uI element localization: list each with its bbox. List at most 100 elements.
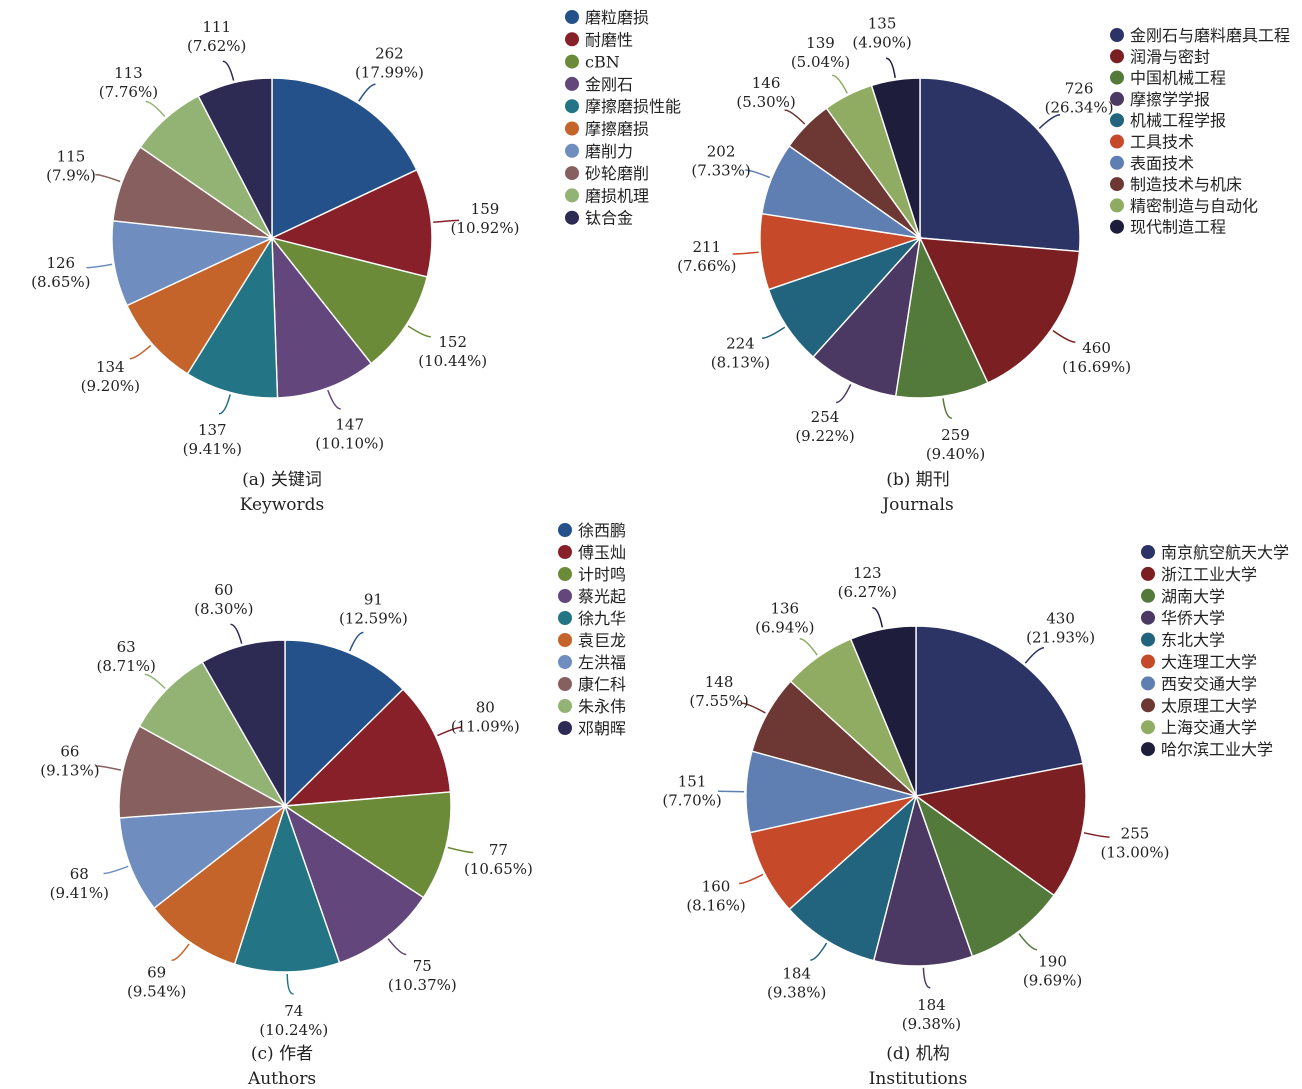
data-label-percent: (17.99%): [355, 63, 424, 81]
legend-entry: 精密制造与自动化: [1130, 196, 1258, 215]
chart-caption-en: Authors: [247, 1069, 316, 1089]
leader-line-8: [741, 702, 766, 714]
leader-line-1: [358, 83, 376, 102]
data-label-value: 63: [117, 638, 136, 656]
data-label-percent: (7.9%): [46, 167, 96, 185]
data-label-percent: (13.00%): [1101, 844, 1170, 862]
data-label-value: 254: [811, 408, 840, 426]
data-label-percent: (11.09%): [451, 717, 520, 735]
legend-entry: 耐磨性: [585, 30, 633, 49]
data-label-value: 74: [284, 1002, 303, 1020]
leader-line-2: [433, 219, 460, 224]
data-label-percent: (9.41%): [50, 884, 109, 902]
leader-line-6: [739, 873, 764, 885]
chart-institutions: 430(21.93%)255(13.00%)190(9.69%)184(9.38…: [662, 543, 1289, 1089]
legend-marker: [558, 655, 572, 669]
leader-line-1: [1038, 114, 1061, 129]
data-label-percent: (10.92%): [451, 219, 520, 237]
data-label-value: 113: [114, 64, 143, 82]
leader-line-6: [171, 943, 190, 962]
pie-slice-4: [283, 804, 425, 964]
legend-entry: 南京航空航天大学: [1161, 543, 1289, 562]
chart-journals: 726(26.34%) 460(16.69%) 259(9.40%) 254(9.22…: [677, 15, 1290, 516]
data-label-value: 146: [752, 74, 781, 92]
leader-line-9: [832, 74, 848, 94]
chart-caption-en: Institutions: [869, 1069, 968, 1089]
leader-line-10: [230, 623, 243, 644]
data-label-percent: (7.66%): [677, 257, 736, 275]
chart-caption: (d) 机构: [886, 1044, 950, 1064]
legend-entry: 金刚石与磨料磨具工程: [1130, 26, 1290, 45]
data-label-percent: (8.71%): [97, 657, 156, 675]
pie-slice-6: [126, 236, 274, 375]
legend-marker: [1141, 545, 1155, 559]
legend-entry: 邓朝晖: [578, 719, 626, 738]
pie-slice-3: [270, 236, 429, 365]
leader-line-8: [95, 765, 122, 771]
legend-entry: 磨削力: [585, 142, 633, 161]
data-label-value: 262: [375, 44, 404, 62]
data-label-value: 152: [438, 333, 467, 351]
legend-entry: 钛合金: [585, 209, 633, 228]
legend-entry: 袁巨龙: [578, 631, 626, 650]
pie-slice-5: [186, 235, 279, 399]
leader-line-9: [144, 673, 166, 689]
pie-slice-1: [284, 639, 405, 808]
data-label-percent: (7.62%): [187, 37, 246, 55]
leader-line-4: [922, 967, 931, 989]
data-label-percent: (7.55%): [689, 692, 748, 710]
pie-slice-1: [271, 77, 418, 240]
pie-slice-7: [118, 805, 288, 910]
data-label-percent: (10.10%): [315, 434, 384, 452]
legend-marker: [1141, 610, 1155, 625]
leader-line-8: [784, 109, 806, 125]
data-label-value: 137: [198, 421, 227, 439]
leader-line-3: [1018, 933, 1038, 951]
data-label-percent: (6.27%): [838, 583, 897, 601]
chart-caption: (c) 作者: [251, 1044, 313, 1064]
legend-marker: [1110, 70, 1124, 85]
pie-slice-4: [271, 235, 373, 399]
data-label-percent: (9.20%): [81, 377, 140, 395]
data-label-percent: (9.13%): [40, 761, 99, 779]
legend-marker: [1110, 113, 1124, 128]
legend-entry: 机械工程学报: [1130, 111, 1226, 130]
data-label-value: 136: [770, 600, 799, 618]
data-label-value: 151: [678, 773, 707, 791]
data-label-percent: (7.33%): [691, 161, 750, 179]
leader-line-2: [1052, 329, 1076, 343]
pie-slice-10: [849, 625, 917, 797]
pie-slice-9: [138, 661, 287, 808]
leader-line-6: [732, 251, 759, 255]
data-label-percent: (5.04%): [791, 53, 850, 71]
leader-line-9: [799, 638, 818, 656]
data-label-percent: (8.13%): [711, 354, 770, 372]
legend-entry: 华侨大学: [1161, 609, 1225, 628]
legend-marker: [565, 143, 579, 158]
legend-entry: 摩擦学学报: [1130, 90, 1210, 109]
legend-marker: [1141, 742, 1155, 757]
pie-slice-3: [894, 235, 989, 399]
legend-marker: [565, 166, 579, 181]
leader-line-8: [95, 173, 121, 183]
data-label-percent: (9.69%): [1023, 972, 1082, 990]
data-label-value: 139: [806, 34, 835, 52]
data-label-value: 111: [202, 18, 231, 36]
leader-line-6: [129, 344, 152, 360]
data-label-percent: (9.22%): [795, 427, 854, 445]
data-label-value: 66: [60, 742, 79, 760]
legend-entry: 计时鸣: [578, 565, 626, 584]
legend-entry: 湖南大学: [1161, 587, 1225, 606]
pie-slice-5: [233, 803, 341, 973]
legend-entry: 表面技术: [1130, 154, 1194, 173]
data-label-percent: (6.94%): [755, 619, 814, 637]
data-label-value: 134: [96, 358, 125, 376]
leader-line-10: [222, 60, 235, 81]
pie-slice-10: [870, 77, 921, 239]
data-label-percent: (21.93%): [1026, 629, 1095, 647]
legend-entry: 砂轮磨削: [585, 164, 649, 183]
data-label-value: 190: [1038, 953, 1067, 971]
leader-line-4: [387, 938, 407, 956]
pie-slice-8: [118, 725, 288, 819]
